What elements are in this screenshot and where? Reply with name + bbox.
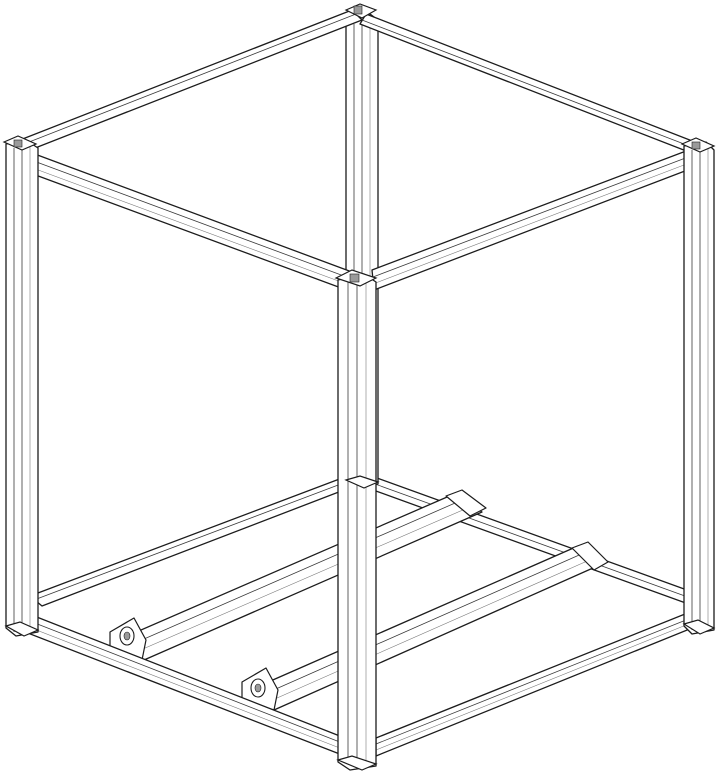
slot-line xyxy=(372,153,697,278)
slot-line xyxy=(21,617,351,747)
slot-line xyxy=(20,623,351,753)
right-post xyxy=(683,141,715,635)
top-beam-back-right xyxy=(359,13,701,155)
slot-line xyxy=(33,475,363,601)
top-beam-front-left xyxy=(21,149,353,293)
rail-end-bracket-1-far xyxy=(445,489,487,517)
corner-cap-top-left xyxy=(13,139,23,148)
front-post xyxy=(337,273,377,771)
slot-line xyxy=(361,19,698,150)
rail-end-bracket-2-far xyxy=(571,541,609,571)
left-post xyxy=(5,139,39,637)
corner-joints xyxy=(2,3,716,771)
slot-line xyxy=(23,13,357,145)
top-frame xyxy=(19,9,701,293)
bracket-bolt xyxy=(254,683,262,693)
vertical-post-right xyxy=(683,141,715,635)
top-beam-front-right xyxy=(371,147,699,291)
corner-cap-top-right xyxy=(691,141,701,150)
slot-line xyxy=(127,499,463,647)
slot-line xyxy=(259,551,587,697)
slot-line xyxy=(375,613,702,745)
slot-line xyxy=(375,618,702,751)
slot-line xyxy=(22,156,353,280)
slot-line xyxy=(21,163,353,287)
slot-line xyxy=(267,557,595,703)
slot-line xyxy=(135,505,473,653)
corner-joint-bottom-right xyxy=(682,619,716,635)
corner-joint-bottom-front xyxy=(336,755,378,771)
corner-cap-top-back xyxy=(353,5,363,15)
slot-line xyxy=(363,479,697,601)
top-beam-back-left xyxy=(19,9,363,151)
corner-cap-top-front xyxy=(349,273,360,283)
bracket-bolt xyxy=(123,631,131,641)
corner-joint-bottom-back xyxy=(344,475,380,489)
corner-joint-bottom-left xyxy=(4,621,40,637)
slot-line xyxy=(372,159,698,285)
